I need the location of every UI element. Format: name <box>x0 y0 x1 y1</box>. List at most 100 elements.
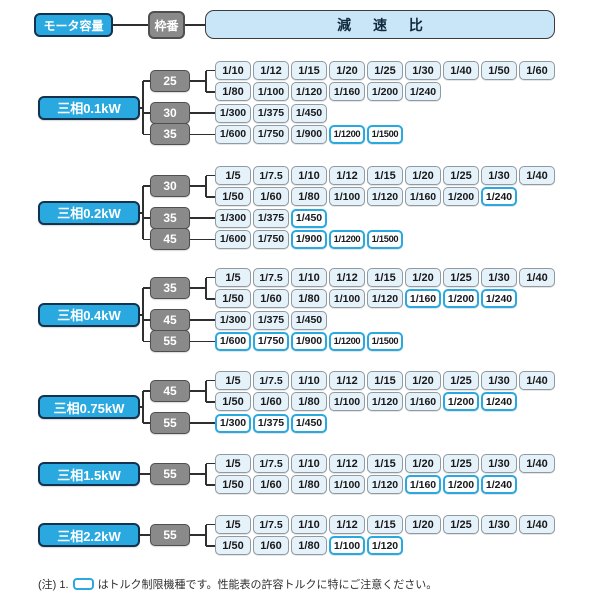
ratio-box: 1/15 <box>367 454 403 473</box>
ratio-box: 1/900 <box>291 124 327 144</box>
ratio-box: 1/7.5 <box>253 268 289 287</box>
ratio-box: 1/100 <box>329 289 365 309</box>
ratio-box: 1/80 <box>291 475 327 495</box>
ratio-box: 1/1500 <box>367 229 403 249</box>
ratio-box: 1/10 <box>291 454 327 473</box>
connector-line <box>205 277 207 299</box>
ratio-box: 1/30 <box>481 166 517 185</box>
ratio-box: 1/20 <box>405 371 441 390</box>
ratio-box: 1/50 <box>481 61 517 80</box>
capacity-box: 三相1.5kW <box>38 462 140 487</box>
connector-line <box>206 401 215 403</box>
ratio-box: 1/12 <box>329 268 365 287</box>
ratio-box: 1/5 <box>215 166 251 185</box>
connector-line <box>206 523 215 526</box>
ratio-box: 1/7.5 <box>253 371 289 390</box>
ratio-box: 1/30 <box>481 515 517 534</box>
connector-line <box>190 340 215 343</box>
ratio-box: 1/10 <box>291 166 327 185</box>
ratio-box: 1/25 <box>443 268 479 287</box>
connector-line <box>206 379 215 382</box>
connector-line <box>190 473 206 475</box>
ratio-box: 1/160 <box>329 82 365 102</box>
ratio-box: 1/100 <box>253 82 289 102</box>
ratio-box: 1/750 <box>253 229 289 249</box>
connector-line <box>140 406 143 408</box>
ratio-box: 1/1200 <box>329 229 365 249</box>
connector-line <box>113 24 148 26</box>
ratio-box: 1/300 <box>215 103 251 123</box>
ratio-box: 1/160 <box>405 392 441 412</box>
connector-line <box>185 24 205 26</box>
frame-box: 35 <box>150 123 190 146</box>
connector-line <box>140 534 150 536</box>
ratio-box: 1/50 <box>215 536 251 556</box>
frame-box: 55 <box>150 412 190 435</box>
ratio-box: 1/60 <box>253 187 289 207</box>
connector-line <box>206 69 215 72</box>
ratio-box: 1/160 <box>405 289 441 309</box>
ratio-box: 1/50 <box>215 392 251 412</box>
connector-line <box>143 217 150 219</box>
frame-box: 45 <box>150 309 190 332</box>
footnote-prefix: (注) 1. <box>38 579 69 591</box>
ratio-box: 1/50 <box>215 475 251 495</box>
ratio-box: 1/5 <box>215 515 251 534</box>
ratio-box: 1/15 <box>367 166 403 185</box>
connector-line <box>142 391 144 424</box>
connector-line <box>206 276 215 279</box>
ratio-box: 1/160 <box>405 187 441 207</box>
ratio-box: 1/900 <box>291 331 327 351</box>
connector-line <box>143 340 150 343</box>
ratio-box: 1/15 <box>367 371 403 390</box>
ratio-box: 1/1500 <box>367 124 403 144</box>
ratio-box: 1/450 <box>291 310 327 330</box>
connector-line <box>190 534 206 536</box>
ratio-box: 1/5 <box>215 371 251 390</box>
ratio-box: 1/5 <box>215 268 251 287</box>
connector-line <box>143 238 150 241</box>
frame-box: 45 <box>150 228 190 251</box>
ratio-box: 1/40 <box>519 268 555 287</box>
connector-line <box>143 112 150 114</box>
ratio-box: 1/450 <box>291 413 327 433</box>
ratio-box: 1/5 <box>215 454 251 473</box>
ratio-box: 1/600 <box>215 229 251 249</box>
ratio-box: 1/12 <box>329 515 365 534</box>
ratio-box: 1/120 <box>291 82 327 102</box>
connector-line <box>190 238 215 241</box>
ratio-box: 1/40 <box>519 166 555 185</box>
ratio-box: 1/160 <box>405 475 441 495</box>
ratio-box: 1/120 <box>367 475 403 495</box>
ratio-box: 1/1200 <box>329 331 365 351</box>
ratio-box: 1/25 <box>443 166 479 185</box>
ratio-box: 1/750 <box>253 124 289 144</box>
ratio-box: 1/12 <box>329 166 365 185</box>
connector-line <box>190 422 215 424</box>
ratio-box: 1/40 <box>519 515 555 534</box>
connector-line <box>143 185 150 187</box>
connector-line <box>142 288 144 342</box>
ratio-box: 1/375 <box>253 103 289 123</box>
ratio-box: 1/25 <box>443 515 479 534</box>
ratio-box: 1/30 <box>481 454 517 473</box>
connector-line <box>205 463 207 485</box>
capacity-box: 三相0.1kW <box>38 95 140 120</box>
ratio-box: 1/450 <box>291 103 327 123</box>
ratio-box: 1/120 <box>367 392 403 412</box>
connector-line <box>142 81 144 135</box>
frame-box: 35 <box>150 207 190 230</box>
torque-limit-legend-icon <box>72 578 94 590</box>
ratio-box: 1/60 <box>253 475 289 495</box>
reduction-ratio-header: 減 速 比 <box>205 10 555 39</box>
ratio-box: 1/120 <box>367 187 403 207</box>
connector-line <box>140 212 143 214</box>
connector-line <box>206 91 215 93</box>
ratio-box: 1/25 <box>443 454 479 473</box>
connector-line <box>206 298 215 300</box>
ratio-box: 1/25 <box>443 371 479 390</box>
connector-line <box>206 196 215 198</box>
connector-line <box>206 545 215 547</box>
ratio-box: 1/20 <box>405 454 441 473</box>
ratio-box: 1/40 <box>443 61 479 80</box>
